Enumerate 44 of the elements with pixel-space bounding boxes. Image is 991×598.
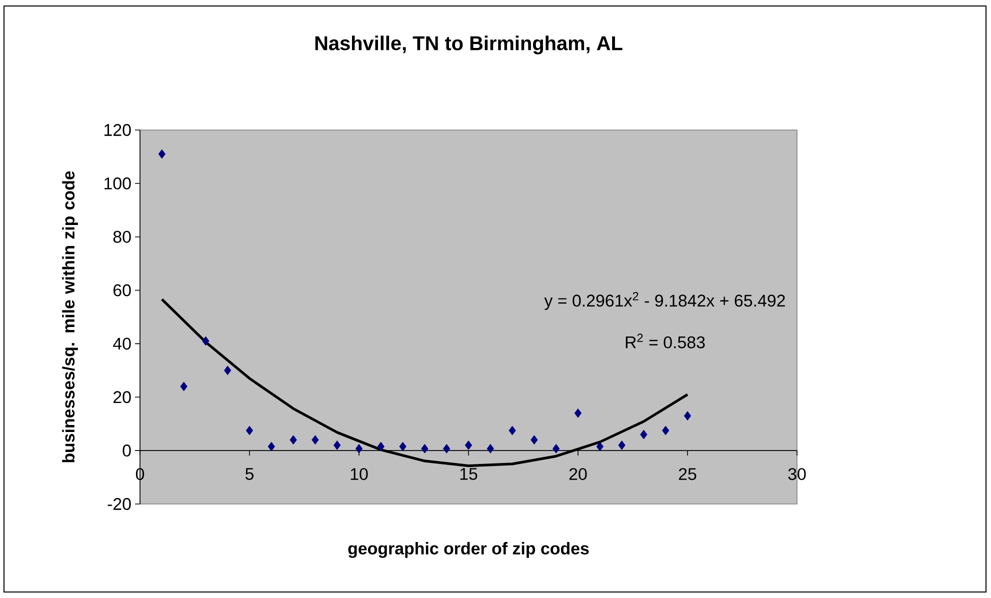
point bbox=[399, 442, 406, 452]
point bbox=[443, 444, 450, 454]
point bbox=[684, 411, 692, 421]
chart-title: Nashville, TN to Birmingham, AL bbox=[315, 36, 622, 54]
point bbox=[312, 435, 319, 445]
point bbox=[662, 426, 670, 436]
point bbox=[596, 442, 604, 452]
point bbox=[158, 149, 166, 159]
y-tick-label: -20 bbox=[108, 498, 131, 510]
point bbox=[464, 440, 472, 450]
y-tick-label: 20 bbox=[114, 391, 131, 404]
point bbox=[246, 426, 254, 436]
x-tick-label: 30 bbox=[788, 468, 806, 480]
point bbox=[290, 435, 297, 445]
x-tick-label: 15 bbox=[460, 468, 478, 480]
y-tick-label: 120 bbox=[104, 124, 131, 136]
annotation: R$^{2}$ = 0.583 bbox=[626, 334, 705, 348]
y-tick-label: 60 bbox=[114, 284, 131, 296]
point bbox=[202, 336, 210, 346]
point bbox=[377, 442, 384, 452]
point bbox=[552, 444, 560, 454]
point bbox=[508, 426, 516, 436]
y-tick-label: 0 bbox=[122, 444, 131, 457]
y-tick-label: 80 bbox=[113, 230, 131, 243]
point bbox=[334, 440, 341, 450]
point bbox=[640, 430, 648, 440]
x-tick-label: 5 bbox=[245, 468, 254, 480]
point bbox=[224, 366, 232, 376]
x-tick-label: 25 bbox=[678, 468, 696, 480]
point bbox=[355, 444, 363, 454]
x-tick-label: 10 bbox=[350, 468, 368, 480]
x-axis-title: geographic order of zip codes bbox=[348, 542, 589, 558]
y-axis-title: businesses/sq. mile within zip code bbox=[62, 171, 78, 462]
point bbox=[530, 435, 538, 445]
point bbox=[574, 408, 582, 418]
point bbox=[268, 442, 275, 452]
point bbox=[180, 382, 188, 392]
point bbox=[618, 440, 626, 450]
point bbox=[421, 444, 428, 454]
point bbox=[486, 444, 494, 454]
annotation: y = 0.2961x$^{2}$ - 9.1842x + 65.492 bbox=[544, 292, 785, 310]
y-tick-label: 100 bbox=[104, 177, 131, 190]
y-tick-label: 40 bbox=[113, 338, 131, 350]
x-tick-label: 20 bbox=[569, 468, 587, 480]
